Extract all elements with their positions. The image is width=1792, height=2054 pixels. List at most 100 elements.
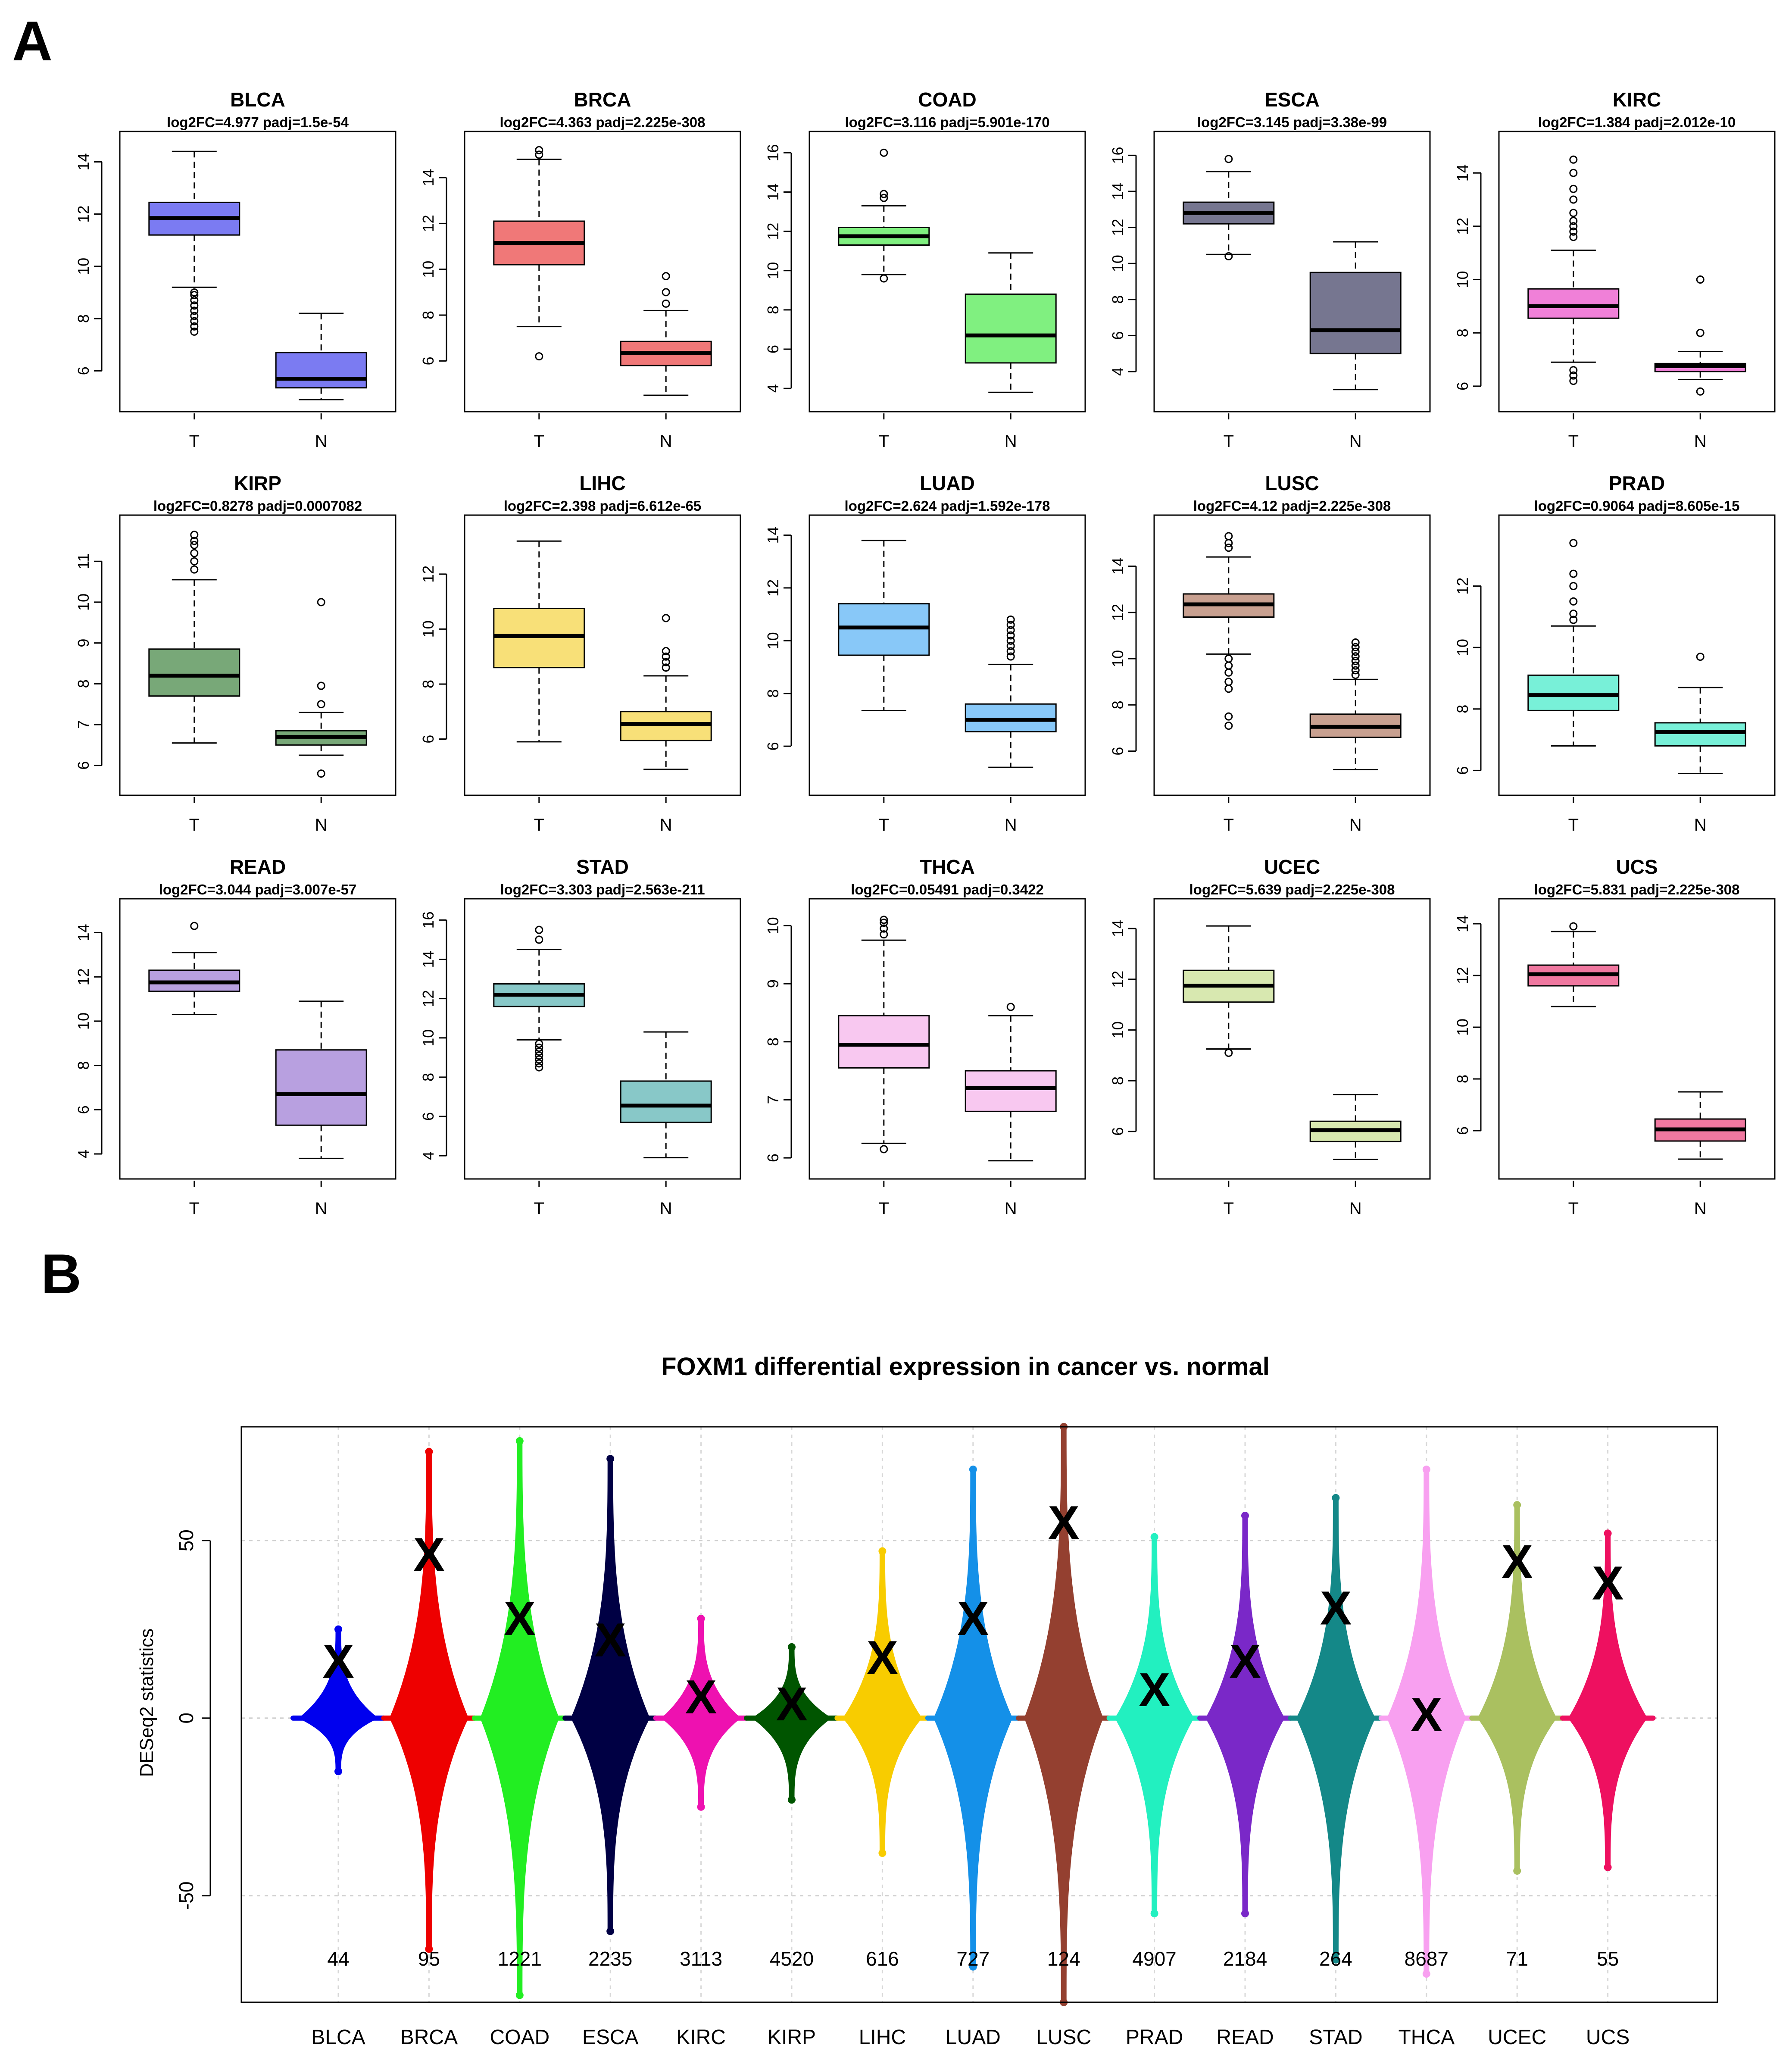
- panel-title: READ: [230, 856, 286, 878]
- panel-title: ESCA: [1264, 88, 1320, 111]
- panel-title: COAD: [918, 88, 976, 111]
- outlier-point: [535, 1039, 543, 1048]
- panel-subtitle: log2FC=3.116 padj=5.901e-170: [845, 114, 1049, 130]
- y-tick-label: 10: [1109, 255, 1127, 272]
- box-n: [965, 252, 1057, 393]
- foxm1-marker: X: [413, 1529, 445, 1582]
- panel-subtitle: log2FC=0.8278 padj=0.0007082: [153, 498, 362, 514]
- min-point: [1241, 1909, 1249, 1917]
- box-n: [275, 598, 367, 778]
- outlier-point: [190, 531, 199, 539]
- x-tick-label: UCS: [1586, 2026, 1630, 2049]
- min-point: [788, 1796, 796, 1804]
- outlier-point: [535, 1063, 543, 1072]
- x-tick-label: T: [534, 816, 544, 835]
- y-tick-label: 4: [419, 1151, 437, 1160]
- boxplot-panel-kirc: KIRC log2FC=1.384 padj=2.012e-10 6 8 10 12 14 T…: [1454, 88, 1776, 451]
- min-point: [1150, 1909, 1158, 1917]
- y-tick-label: 8: [1454, 1075, 1471, 1083]
- x-tick-label: N: [315, 1199, 328, 1218]
- series-blca: X 44: [290, 1625, 386, 1970]
- y-tick-label: 8: [1454, 328, 1471, 337]
- y-tick-label: 6: [419, 1112, 437, 1121]
- outlier-point: [317, 682, 325, 690]
- y-tick-label: 16: [419, 911, 437, 929]
- plot-frame: [464, 898, 741, 1180]
- y-tick-label: 14: [1109, 920, 1127, 937]
- outlier-point: [1351, 647, 1360, 656]
- x-tick-label: BRCA: [400, 2026, 458, 2049]
- outlier-point: [1224, 1048, 1233, 1057]
- outlier-point: [190, 296, 199, 305]
- y-tick-label: 10: [75, 1013, 92, 1030]
- x-tick-label: T: [189, 816, 200, 835]
- y-tick-label: 10: [75, 594, 92, 611]
- outlier-point: [535, 1044, 543, 1052]
- x-tick-label: N: [1005, 1199, 1017, 1218]
- outlier-point: [1351, 638, 1360, 647]
- x-tick-label: N: [1694, 432, 1707, 451]
- x-tick-label: T: [534, 432, 544, 451]
- outlier-point: [1569, 597, 1578, 606]
- min-point: [697, 1803, 705, 1811]
- box-n: [275, 313, 367, 400]
- foxm1-marker: X: [595, 1613, 626, 1666]
- x-tick-label: N: [1005, 816, 1017, 835]
- foxm1-marker: X: [685, 1670, 717, 1723]
- plot-frame: [119, 131, 396, 413]
- iqr-box: [275, 1049, 367, 1126]
- outlier-point: [535, 1051, 543, 1060]
- y-tick-label: 12: [764, 223, 782, 240]
- foxm1-marker: X: [1502, 1535, 1533, 1588]
- box-t: [493, 540, 585, 743]
- box-n: [965, 615, 1057, 768]
- boxplot-panel-kirp: KIRP log2FC=0.8278 padj=0.0007082 6 7 8 9 10 11…: [75, 472, 396, 835]
- y-tick-label: 12: [1454, 578, 1471, 595]
- count-label: 2184: [1223, 1948, 1267, 1970]
- y-tick-label: 10: [1454, 271, 1471, 288]
- x-tick-label: N: [1694, 816, 1707, 835]
- x-tick-label: N: [1349, 1199, 1362, 1218]
- min-point: [1332, 1956, 1340, 1964]
- outlier-point: [1696, 387, 1705, 396]
- iqr-box: [148, 648, 240, 697]
- outlier-point: [190, 301, 199, 310]
- panel-subtitle: log2FC=2.398 padj=6.612e-65: [504, 498, 702, 514]
- box-t: [1183, 925, 1275, 1057]
- outlier-point: [1569, 222, 1578, 231]
- outlier-point: [535, 1059, 543, 1068]
- y-tick-label: 14: [419, 169, 437, 186]
- y-tick-label: 14: [419, 950, 437, 968]
- max-point: [606, 1455, 615, 1463]
- min-point: [425, 1945, 433, 1953]
- box-n: [1309, 241, 1402, 391]
- y-tick-label: 12: [1109, 219, 1127, 236]
- max-point: [1604, 1529, 1612, 1538]
- panel-subtitle: log2FC=4.977 padj=1.5e-54: [167, 114, 349, 130]
- y-tick-label: 10: [764, 632, 782, 649]
- min-point: [515, 1991, 524, 1999]
- iqr-box: [275, 352, 367, 389]
- x-tick-label: N: [660, 432, 672, 451]
- foxm1-marker: X: [1320, 1582, 1352, 1635]
- box-n: [620, 272, 712, 396]
- plot-frame: [809, 131, 1086, 413]
- box-t: [838, 148, 930, 283]
- series-ucs: X 55: [1560, 1529, 1656, 1970]
- panel-title: STAD: [576, 856, 629, 878]
- iqr-box: [838, 603, 930, 656]
- count-label: 2235: [588, 1948, 632, 1970]
- panel-subtitle: log2FC=4.363 padj=2.225e-308: [500, 114, 706, 130]
- max-point: [1422, 1465, 1430, 1473]
- series-coad: X 1221: [471, 1437, 568, 1999]
- x-tick-label: LUSC: [1036, 2026, 1091, 2049]
- outlier-point: [190, 312, 199, 320]
- series-kirc: X 3113: [653, 1615, 749, 1970]
- box-t: [148, 150, 240, 336]
- panel-title: UCEC: [1264, 856, 1320, 878]
- y-tick-label: 9: [75, 639, 92, 647]
- panel-b-scatter: FOXM1 differential expression in cancer …: [136, 1353, 1718, 2049]
- outlier-point: [1569, 610, 1578, 618]
- outlier-point: [190, 541, 199, 549]
- outlier-point: [662, 272, 670, 281]
